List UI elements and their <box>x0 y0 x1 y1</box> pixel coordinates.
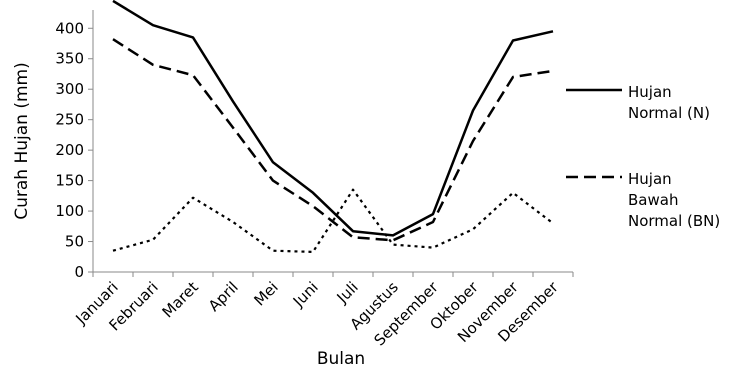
x-tick-label: Juni <box>289 278 322 311</box>
legend-label: Hujan <box>628 170 672 188</box>
legend-label: Bawah <box>628 191 678 209</box>
y-tick-label: 200 <box>55 141 84 159</box>
series-line-3 <box>112 188 554 253</box>
y-ticks: 0 50 100 150 200 250 300 350 400 <box>55 19 93 281</box>
x-tick-label: Mei <box>250 278 281 309</box>
legend-label: Normal (N) <box>628 104 710 122</box>
y-tick-label: 0 <box>74 263 84 281</box>
series-lines <box>112 0 554 253</box>
y-axis-title: Curah Hujan (mm) <box>12 62 32 220</box>
x-tick-label: April <box>205 278 242 315</box>
y-tick-label: 150 <box>55 172 84 190</box>
x-tick-label: Juli <box>333 278 362 307</box>
y-tick-label: 400 <box>55 19 84 37</box>
y-tick-label: 100 <box>55 202 84 220</box>
series-line-1 <box>112 0 554 237</box>
x-axis-title: Bulan <box>317 349 365 369</box>
legend-label: Normal (BN) <box>628 212 720 230</box>
x-tick-label: Maret <box>159 278 202 321</box>
y-tick-label: 50 <box>65 233 84 251</box>
y-tick-label: 350 <box>55 50 84 68</box>
legend-label: Hujan <box>628 83 672 101</box>
legend: Hujan Normal (N) Hujan Bawah Normal (BN) <box>566 83 720 230</box>
y-tick-label: 250 <box>55 111 84 129</box>
y-tick-label: 300 <box>55 80 84 98</box>
series-line-2 <box>112 38 554 242</box>
